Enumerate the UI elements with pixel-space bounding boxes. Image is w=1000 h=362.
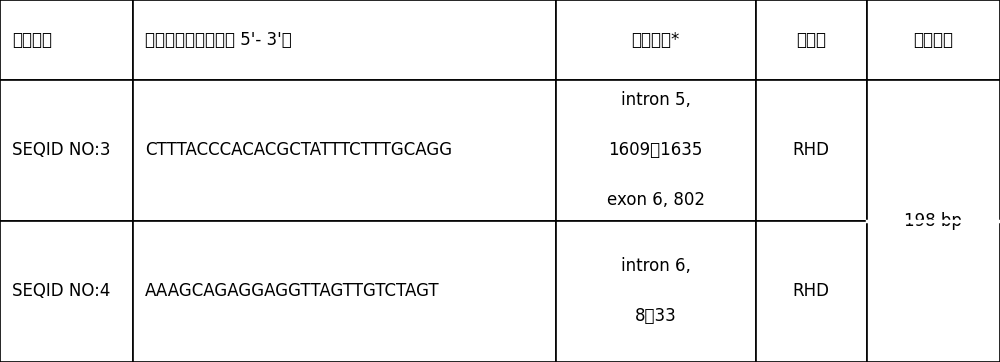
Bar [556, 0, 756, 80]
Text: 引物位置*: 引物位置* [631, 31, 680, 49]
Bar [867, 221, 1000, 362]
Text: SEQID NO:3: SEQID NO:3 [12, 141, 110, 159]
Text: intron 6,

8～33: intron 6, 8～33 [621, 257, 690, 325]
Text: AAAGCAGAGGAGGTTAGTTGTCTAGT: AAAGCAGAGGAGGTTAGTTGTCTAGT [145, 282, 440, 300]
Text: RHD: RHD [793, 141, 830, 159]
Bar [756, 221, 867, 362]
Bar [556, 80, 756, 221]
Bar [133, 221, 556, 362]
Bar [0, 221, 133, 362]
Text: 扩增产物: 扩增产物 [913, 31, 953, 49]
Bar [133, 80, 556, 221]
Text: SEQID NO:4: SEQID NO:4 [12, 282, 110, 300]
Text: 特异性: 特异性 [796, 31, 826, 49]
Bar [556, 221, 756, 362]
Bar [867, 80, 1000, 221]
Bar [756, 80, 867, 221]
Text: 引物编号: 引物编号 [12, 31, 52, 49]
Text: 寡核苷酸引物序列（ 5'- 3'）: 寡核苷酸引物序列（ 5'- 3'） [145, 31, 292, 49]
Text: CTTTACCCACACGCTATTTCTTTGCAGG: CTTTACCCACACGCTATTTCTTTGCAGG [145, 141, 452, 159]
Text: RHD: RHD [793, 282, 830, 300]
Text: 198 bp: 198 bp [904, 212, 962, 230]
Bar [133, 0, 556, 80]
Text: intron 5,

1609～1635

exon 6, 802: intron 5, 1609～1635 exon 6, 802 [607, 91, 705, 209]
Bar [0, 0, 133, 80]
Bar [867, 0, 1000, 80]
Bar [0, 80, 133, 221]
Bar [756, 0, 867, 80]
